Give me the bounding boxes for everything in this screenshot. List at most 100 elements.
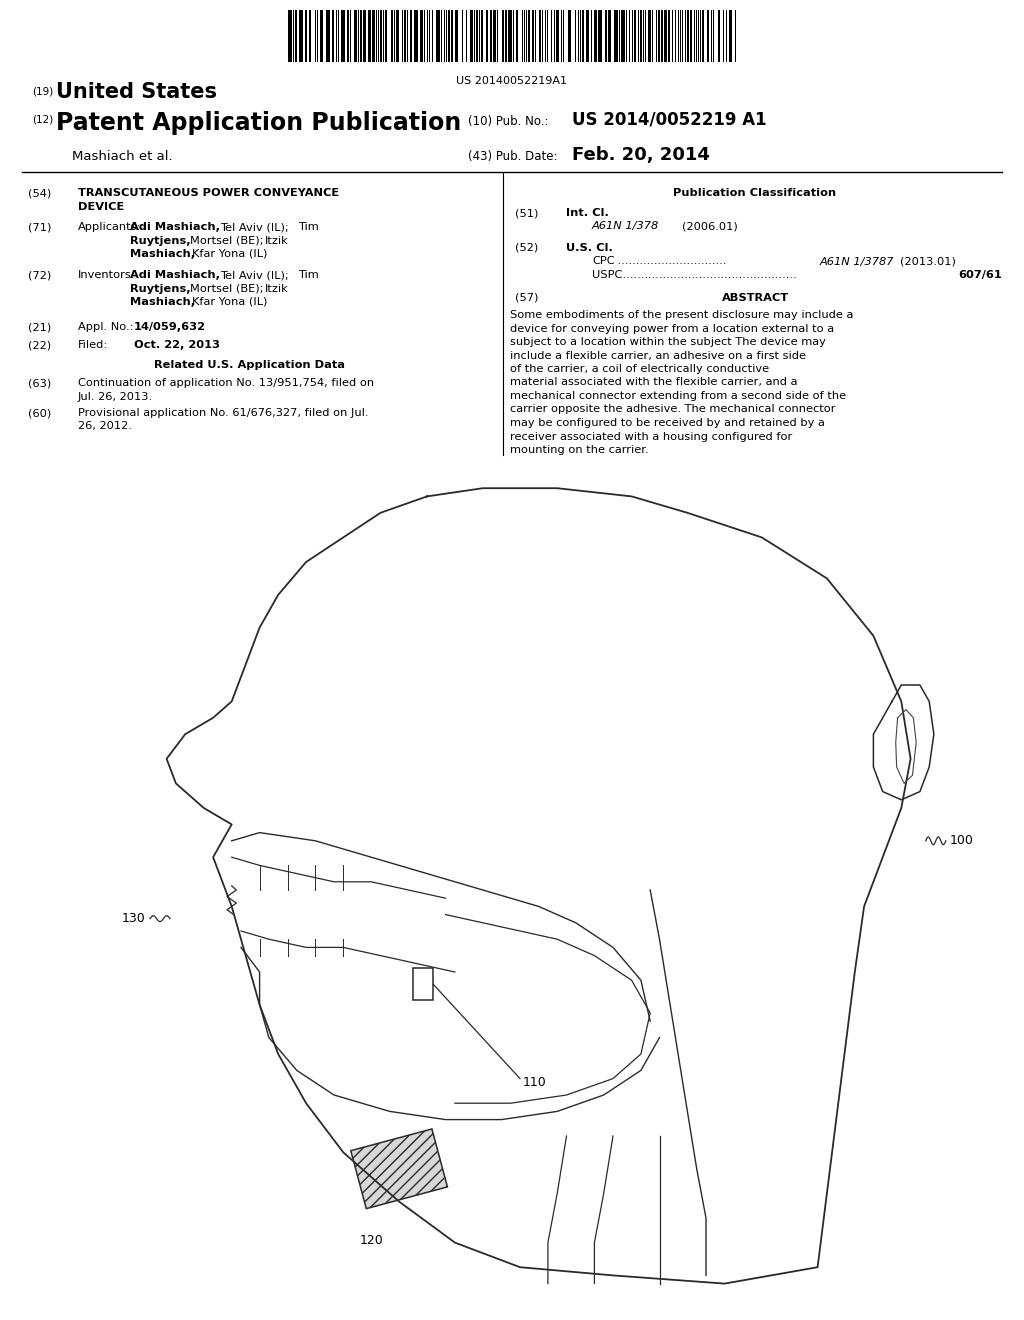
Text: Tel Aviv (IL);: Tel Aviv (IL); [220,222,289,232]
Bar [288,11,292,62]
Text: ..............................: .............................. [614,256,726,267]
Text: ABSTRACT: ABSTRACT [722,293,788,304]
Text: (21): (21) [28,322,51,333]
Bar [539,11,541,62]
Bar [332,11,334,62]
Bar [729,11,732,62]
Text: mechanical connector extending from a second side of the: mechanical connector extending from a se… [510,391,846,401]
Bar [305,11,307,62]
Text: Mortsel (BE);: Mortsel (BE); [190,235,263,246]
Bar [502,11,504,62]
Bar [690,11,692,62]
Bar [396,11,399,62]
Text: (19): (19) [32,86,53,96]
Bar [568,11,571,62]
Text: Some embodiments of the present disclosure may include a: Some embodiments of the present disclosu… [510,310,853,319]
Bar [532,11,534,62]
Bar [414,969,433,1001]
Bar [449,11,450,62]
Bar [582,11,584,62]
Text: (57): (57) [515,293,539,304]
Text: Tim: Tim [298,222,318,232]
Bar [380,11,382,62]
Text: Itzik: Itzik [265,284,289,293]
Bar [436,11,440,62]
Bar [470,11,473,62]
Text: Filed:: Filed: [78,341,109,350]
Text: Kfar Yona (IL): Kfar Yona (IL) [193,249,267,259]
Text: Continuation of application No. 13/951,754, filed on: Continuation of application No. 13/951,7… [78,378,374,388]
Text: Kfar Yona (IL): Kfar Yona (IL) [193,297,267,308]
Bar [490,11,492,62]
Text: Related U.S. Application Data: Related U.S. Application Data [155,360,345,370]
Bar [505,11,507,62]
Text: Publication Classification: Publication Classification [674,187,837,198]
Bar [648,11,651,62]
Bar [299,11,303,62]
Text: U.S. Cl.: U.S. Cl. [566,243,613,253]
Bar [702,11,705,62]
Text: Oct. 22, 2013: Oct. 22, 2013 [134,341,220,350]
Bar [354,11,357,62]
Text: Int. Cl.: Int. Cl. [566,209,609,218]
Text: of the carrier, a coil of electrically conductive: of the carrier, a coil of electrically c… [510,364,769,374]
Text: (22): (22) [28,341,51,350]
Bar [385,11,387,62]
Bar [309,11,311,62]
Text: 14/059,632: 14/059,632 [134,322,206,333]
Text: receiver associated with a housing configured for: receiver associated with a housing confi… [510,432,793,441]
Bar [718,11,720,62]
Bar [372,11,375,62]
Bar [486,11,488,62]
Bar [455,11,458,62]
Text: (72): (72) [28,271,51,280]
Text: Itzik: Itzik [265,235,289,246]
Bar [556,11,559,62]
Text: Tim: Tim [298,271,318,280]
Bar [634,11,636,62]
Text: ................................................: ........................................… [618,271,797,280]
Text: (2006.01): (2006.01) [682,222,737,231]
Text: US 20140052219A1: US 20140052219A1 [457,77,567,86]
Text: DEVICE: DEVICE [78,202,124,211]
Text: (63): (63) [28,378,51,388]
Text: (51): (51) [515,209,539,218]
Text: (10) Pub. No.:: (10) Pub. No.: [468,115,549,128]
Bar [528,11,530,62]
Text: Tel Aviv (IL);: Tel Aviv (IL); [220,271,289,280]
Text: Provisional application No. 61/676,327, filed on Jul.: Provisional application No. 61/676,327, … [78,408,369,418]
Bar [594,11,597,62]
Text: Applicants:: Applicants: [78,222,141,232]
Text: mounting on the carrier.: mounting on the carrier. [510,445,648,455]
Bar [658,11,660,62]
Bar [391,11,393,62]
Bar [341,11,345,62]
Bar [687,11,689,62]
Text: (54): (54) [28,187,51,198]
Bar [362,11,366,62]
Text: (71): (71) [28,222,51,232]
Bar [368,11,371,62]
Text: 130: 130 [121,912,145,925]
Bar [668,11,670,62]
Text: US 2014/0052219 A1: US 2014/0052219 A1 [572,111,767,129]
Text: (2013.01): (2013.01) [900,256,955,267]
Bar [508,11,512,62]
Text: United States: United States [56,82,217,102]
Bar [414,11,418,62]
Text: Mashiach,: Mashiach, [130,297,196,308]
Text: A61N 1/3787: A61N 1/3787 [820,256,895,267]
Bar [295,11,297,62]
Text: Appl. No.:: Appl. No.: [78,322,133,333]
Bar [420,11,423,62]
Bar [319,11,323,62]
Bar [614,11,618,62]
Bar [410,11,412,62]
Bar [476,11,478,62]
Text: 110: 110 [523,1076,547,1089]
Polygon shape [351,1129,447,1209]
Text: 26, 2012.: 26, 2012. [78,421,132,432]
Text: subject to a location within the subject The device may: subject to a location within the subject… [510,337,826,347]
Text: Mortsel (BE);: Mortsel (BE); [190,284,263,293]
Text: (60): (60) [28,408,51,418]
